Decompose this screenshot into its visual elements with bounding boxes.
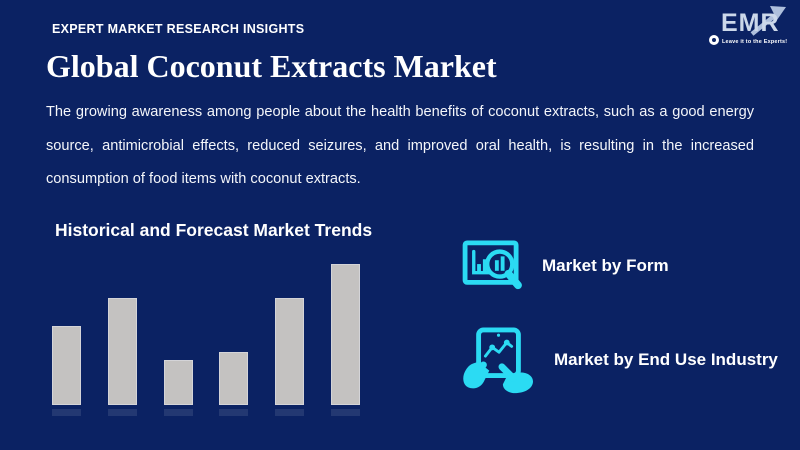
trend-bar-reflection (275, 409, 304, 416)
trend-bar (52, 326, 81, 405)
segment-row-end-use: Market by End Use Industry (462, 326, 778, 394)
trend-bar (219, 352, 248, 405)
trend-bar (331, 264, 360, 405)
segment-label-end-use: Market by End Use Industry (554, 350, 778, 369)
segment-label-form: Market by Form (542, 256, 669, 275)
tablet-hands-chart-icon (463, 327, 533, 394)
logo-text: EMR (721, 9, 780, 37)
description-paragraph: The growing awareness among people about… (46, 104, 754, 187)
page-title: Global Coconut Extracts Market (46, 48, 497, 84)
chart-heading: Historical and Forecast Market Trends (55, 220, 373, 240)
trend-bar (275, 298, 304, 405)
trend-bar-reflection (52, 409, 81, 416)
segment-row-form: Market by Form (462, 240, 669, 292)
bar-chart-magnifier-icon (462, 240, 522, 290)
trend-bar-reflection (331, 409, 360, 416)
emr-logo: EMR Leave it to the Experts! (704, 4, 794, 50)
trend-bar-chart (40, 250, 372, 420)
trend-bar (164, 360, 193, 405)
trend-bar (108, 298, 137, 405)
kicker-text: EXPERT MARKET RESEARCH INSIGHTS (52, 22, 305, 36)
trend-bar-reflection (108, 409, 137, 416)
trend-bar-reflection (164, 409, 193, 416)
logo-arrow-icon (750, 6, 786, 36)
logo-ring-icon (709, 35, 719, 45)
trend-bar-reflection (219, 409, 248, 416)
logo-tagline: Leave it to the Experts! (722, 39, 788, 45)
